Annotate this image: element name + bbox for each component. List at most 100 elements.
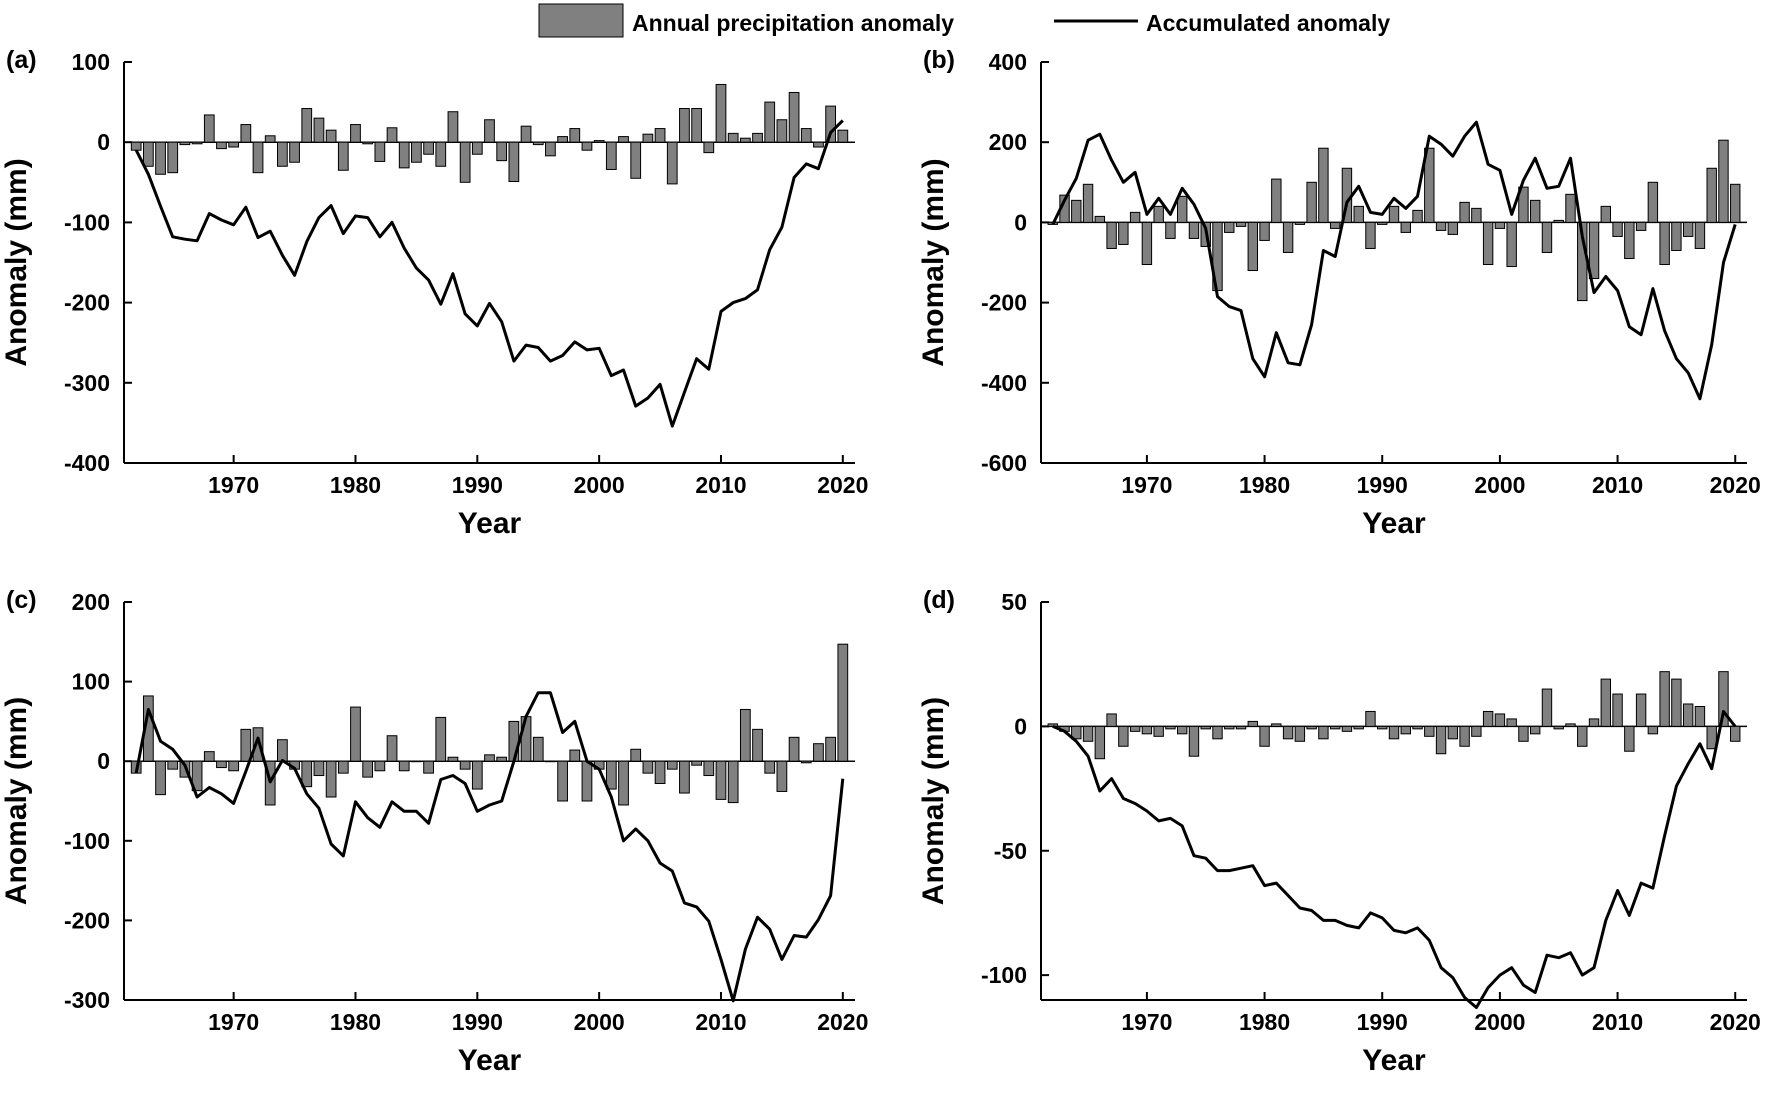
bar [739,708,751,762]
x-tick-label: 1970 [208,1009,259,1035]
bar [1541,688,1553,727]
bar [813,141,824,148]
bar [1329,221,1341,229]
bar [1588,718,1600,727]
bar [471,760,483,790]
bar [593,140,605,143]
x-tick-label: 2000 [574,1009,625,1035]
y-tick-label: 50 [1001,589,1027,615]
bar [1612,221,1623,237]
x-tick-label: 1990 [452,1009,503,1035]
bar [715,760,727,800]
bar [545,760,556,763]
bar [1306,181,1317,223]
bar [1612,693,1623,727]
bar [1659,221,1670,266]
bar [642,760,654,774]
bar [1129,725,1141,732]
y-tick-label: -200 [64,290,110,316]
bar [1635,221,1647,231]
bar [703,141,715,154]
bar [337,760,349,774]
bar [1706,167,1717,223]
bar [1247,720,1259,727]
x-tick-label: 1990 [1357,1009,1408,1035]
bar [1212,725,1223,740]
bar [1447,221,1459,235]
bar [666,760,678,770]
bar [1471,207,1482,223]
x-axis-title: Year [458,1044,522,1077]
bar [301,108,313,143]
bar [837,129,849,143]
bar [496,141,508,162]
bar [203,751,215,762]
bar [508,141,520,182]
bar [1647,181,1659,223]
bar [679,108,690,143]
bar [240,124,252,143]
bar [715,83,727,143]
panel-label: (b) [923,46,955,74]
bar [1624,221,1635,259]
y-tick-label: 200 [72,589,110,615]
x-tick-label: 2020 [817,472,868,498]
bar [155,760,166,796]
y-tick-label: -50 [994,838,1027,864]
bar [1118,221,1129,245]
x-tick-label: 1970 [208,472,259,498]
legend-bar-label: Annual precipitation anomaly [632,10,954,36]
x-tick-label: 2020 [817,1009,868,1035]
x-tick-label: 1980 [330,1009,381,1035]
bar [1353,725,1364,730]
bar [825,105,837,143]
bar [1388,205,1400,223]
bar [362,760,374,778]
bar [216,760,227,769]
bar [618,760,629,806]
bar [411,760,422,763]
x-tick-label: 2000 [1474,472,1525,498]
bar [1247,221,1259,272]
bar [630,748,642,762]
bar [325,760,337,798]
x-tick-label: 1980 [330,472,381,498]
bar [1447,725,1459,740]
bar [411,141,422,163]
bar [1176,725,1188,735]
y-tick-label: -400 [981,370,1027,396]
bar [545,141,556,157]
bar [1424,725,1435,737]
bar [1730,183,1741,223]
bar [228,760,240,772]
bar [167,141,179,174]
bar [337,141,349,171]
x-tick-label: 2010 [695,472,746,498]
bar [1553,725,1564,730]
bar [1341,725,1353,732]
bar [1071,199,1082,223]
bar [1494,713,1506,727]
bar [569,749,581,762]
bar [1435,725,1447,755]
bar [277,141,288,167]
bar [666,141,678,185]
bar [447,111,459,143]
bar [130,141,142,151]
bar [435,141,447,167]
bar [277,739,288,762]
x-tick-label: 1980 [1239,1009,1290,1035]
panel-2: -300 -200 -100 0 100 200 1970 1980 1990 2000 2010 2… [0,586,868,1077]
bar [813,743,824,762]
bar [691,760,702,766]
bar [362,141,374,145]
accumulated-line [1052,710,1737,1009]
bar [1388,725,1400,740]
y-tick-label: -300 [64,370,110,396]
bar [776,760,788,792]
y-axis-title: Anomaly (mm) [0,158,33,366]
bar [1377,725,1388,730]
bar [1141,725,1153,735]
bar [1565,193,1576,223]
bar [1518,725,1529,742]
